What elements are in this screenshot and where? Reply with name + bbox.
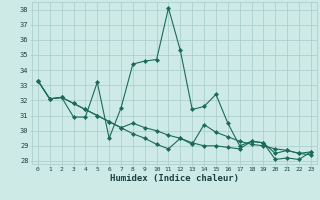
X-axis label: Humidex (Indice chaleur): Humidex (Indice chaleur)	[110, 174, 239, 183]
